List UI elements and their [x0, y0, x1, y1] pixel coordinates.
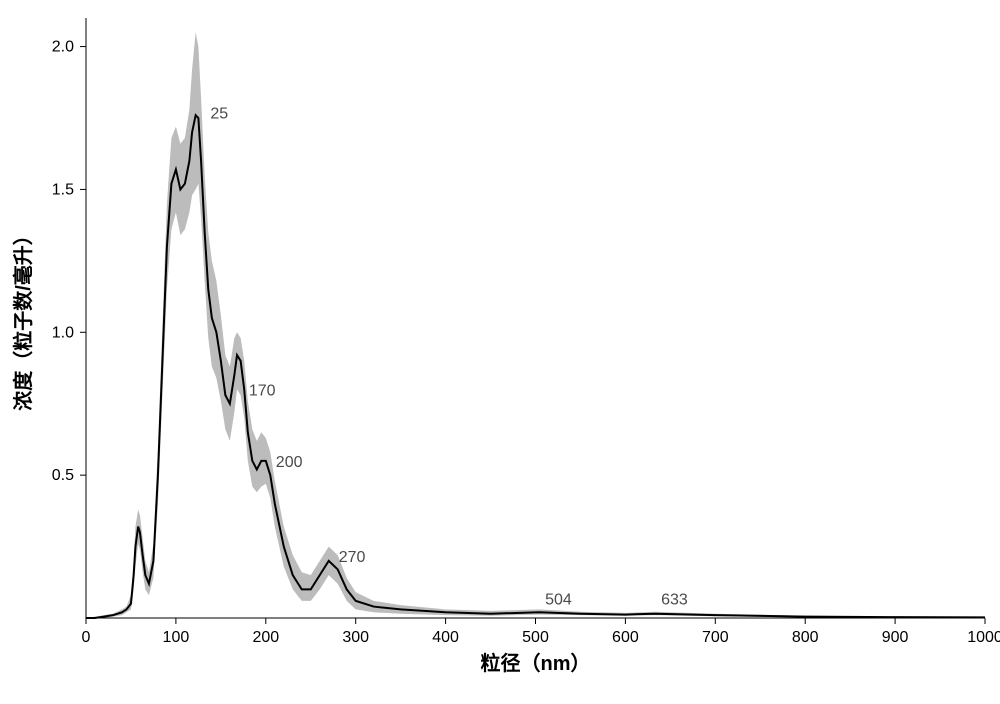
- peak-label: 170: [249, 382, 276, 399]
- x-tick-label: 100: [163, 629, 190, 646]
- x-tick-label: 400: [432, 629, 459, 646]
- x-axis-label: 粒径（nm）: [481, 651, 591, 675]
- peak-label: 200: [276, 454, 303, 471]
- x-tick-label: 900: [882, 629, 909, 646]
- y-axis-label: 浓度（粒子数/毫升）: [11, 225, 35, 411]
- particle-size-chart: 0 100 200 300 400 500 600 700 800 900 1000 0.5 1.0 1.…: [0, 0, 1000, 704]
- y-tick-label: 1.5: [52, 181, 74, 198]
- y-tick-label: 1.0: [52, 324, 74, 341]
- y-tick-label: 2.0: [52, 39, 74, 56]
- x-tick-label: 200: [252, 629, 279, 646]
- y-tick-label: 0.5: [52, 467, 74, 484]
- x-tick-label: 0: [82, 629, 91, 646]
- x-tick-label: 700: [702, 629, 729, 646]
- peak-label: 270: [339, 549, 366, 566]
- chart-svg: 0 100 200 300 400 500 600 700 800 900 1000 0.5 1.0 1.…: [0, 0, 1000, 704]
- x-tick-label: 800: [792, 629, 819, 646]
- x-tick-label: 300: [342, 629, 369, 646]
- x-tick-label: 1000: [967, 629, 1000, 646]
- peak-label: 504: [545, 592, 572, 609]
- x-tick-label: 600: [612, 629, 639, 646]
- peak-label: 633: [661, 592, 688, 609]
- peak-label: 25: [210, 105, 228, 122]
- mean-line: [86, 115, 985, 618]
- x-tick-label: 500: [522, 629, 549, 646]
